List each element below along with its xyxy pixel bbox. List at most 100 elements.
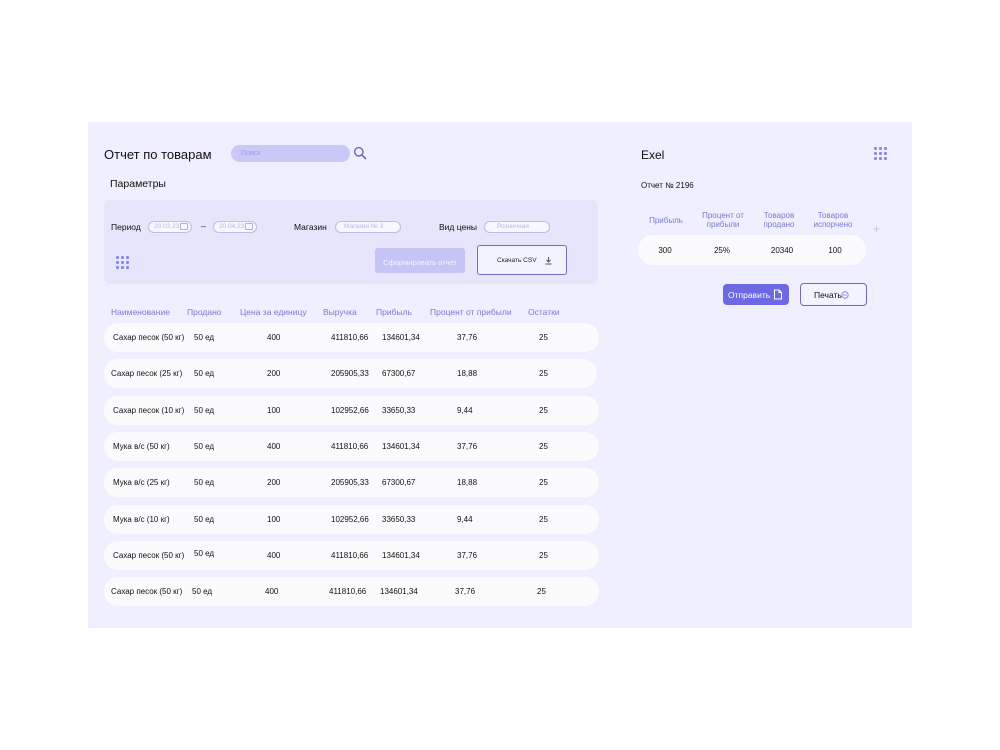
page-title: Отчет по товарам [104, 147, 212, 162]
cell-name: Сахар песок (25 кг) [111, 369, 183, 378]
cell-stock: 25 [539, 551, 548, 560]
date-to-value: 20.04.23 [219, 223, 245, 230]
cell-profit: 67300,67 [382, 369, 416, 378]
price-type-label: Вид цены [439, 222, 478, 232]
cell-revenue: 205905,33 [331, 369, 369, 378]
table-row[interactable]: Сахар песок (50 кг) 50 ед 400 411810,66 … [104, 541, 599, 570]
cell-revenue: 411810,66 [331, 442, 369, 451]
calendar-icon [180, 223, 188, 230]
download-csv-button[interactable]: Скачать CSV [477, 245, 567, 275]
print-icon [841, 291, 849, 299]
cell-profit-percent: 37,76 [457, 551, 478, 560]
cell-revenue: 411810,66 [329, 587, 367, 596]
send-button[interactable]: Отправить [723, 284, 789, 305]
summary-spoiled: 100 [828, 246, 842, 255]
cell-profit: 67300,67 [382, 478, 416, 487]
summary-profit-percent: 25% [713, 246, 730, 255]
export-title: Exel [641, 148, 665, 162]
table-row[interactable]: Мука в/с (10 кг) 50 ед 100 102952,66 336… [104, 505, 599, 534]
search-icon[interactable] [353, 146, 367, 160]
document-icon [773, 289, 783, 300]
cell-profit-percent: 9,44 [457, 406, 473, 415]
cell-profit-percent: 37,76 [457, 333, 478, 342]
print-label: Печать [814, 290, 842, 300]
apps-grid-icon[interactable] [116, 256, 129, 269]
cell-unit-price: 400 [267, 333, 281, 342]
cell-revenue: 411810,66 [331, 333, 369, 342]
cell-profit-percent: 9,44 [457, 515, 473, 524]
cell-unit-price: 200 [267, 369, 281, 378]
send-label: Отправить [728, 290, 771, 300]
cell-name: Сахар песок (50 кг) [113, 551, 185, 560]
table-row[interactable]: Мука в/с (25 кг) 50 ед 200 205905,33 673… [104, 468, 599, 497]
generate-report-button[interactable]: Сформировать отчет [375, 248, 465, 273]
store-label: Магазин [294, 222, 327, 232]
store-select[interactable]: Магазин № 3 [335, 221, 401, 233]
cell-profit-percent: 18,88 [457, 478, 478, 487]
cell-revenue: 411810,66 [331, 551, 369, 560]
params-title: Параметры [110, 178, 166, 190]
report-app: Отчет по товарам Параметры Период 20.03.… [88, 122, 912, 628]
col-header-sold: Продано [187, 307, 222, 317]
cell-revenue: 102952,66 [331, 406, 369, 415]
cell-sold: 50 ед [194, 478, 215, 487]
col-header-stock: Остатки [528, 307, 560, 317]
price-type-select[interactable]: Розничная [484, 221, 550, 233]
cell-stock: 25 [539, 333, 548, 342]
cell-profit-percent: 37,76 [457, 442, 478, 451]
cell-unit-price: 100 [267, 515, 281, 524]
date-from-field[interactable]: 20.03.23 [148, 221, 192, 233]
date-from-value: 20.03.23 [154, 223, 180, 230]
download-csv-label: Скачать CSV [497, 257, 537, 264]
cell-sold: 50 ед [194, 515, 215, 524]
cell-name: Мука в/с (10 кг) [113, 515, 170, 524]
cell-name: Сахар песок (50 кг) [111, 587, 183, 596]
cell-sold: 50 ед [194, 442, 215, 451]
table-row[interactable]: Сахар песок (25 кг) 50 ед 200 205905,33 … [104, 359, 597, 388]
table-row[interactable]: Сахар песок (10 кг) 50 ед 100 102952,66 … [104, 396, 599, 425]
cell-revenue: 205905,33 [331, 478, 369, 487]
add-column-button[interactable]: + [873, 222, 881, 236]
cell-unit-price: 400 [267, 442, 281, 451]
summary-header-profit-percent: Процент от прибыли [702, 211, 744, 229]
summary-header-spoiled: Товаров испорчено [813, 211, 853, 229]
cell-sold: 50 ед [192, 587, 213, 596]
cell-stock: 25 [539, 369, 548, 378]
cell-revenue: 102952,66 [331, 515, 369, 524]
period-label: Период [111, 222, 141, 232]
apps-grid-icon[interactable] [874, 147, 887, 160]
print-button[interactable]: Печать [800, 283, 867, 306]
search-input[interactable] [231, 145, 350, 162]
col-header-revenue: Выручка [323, 307, 357, 317]
cell-unit-price: 400 [265, 587, 279, 596]
cell-unit-price: 400 [267, 551, 281, 560]
cell-name: Мука в/с (25 кг) [113, 478, 170, 487]
cell-sold: 50 ед [194, 549, 215, 558]
cell-profit: 33650,33 [382, 515, 416, 524]
cell-sold: 50 ед [194, 369, 215, 378]
params-panel: Период 20.03.23 – 20.04.23 Магазин Магаз… [104, 200, 598, 284]
cell-stock: 25 [537, 587, 546, 596]
calendar-icon [245, 223, 253, 230]
table-row[interactable]: Мука в/с (50 кг) 50 ед 400 411810,66 134… [104, 432, 599, 461]
cell-name: Мука в/с (50 кг) [113, 442, 170, 451]
col-header-profit-percent: Процент от прибыли [430, 307, 512, 317]
period-separator: – [201, 221, 207, 231]
date-to-field[interactable]: 20.04.23 [213, 221, 257, 233]
cell-stock: 25 [539, 515, 548, 524]
cell-unit-price: 100 [267, 406, 281, 415]
cell-stock: 25 [539, 478, 548, 487]
cell-name: Сахар песок (50 кг) [113, 333, 185, 342]
cell-sold: 50 ед [194, 333, 215, 342]
summary-header-sold: Товаров продано [763, 211, 795, 229]
download-icon [544, 256, 553, 265]
cell-stock: 25 [539, 442, 548, 451]
table-row[interactable]: Сахар песок (50 кг) 50 ед 400 411810,66 … [104, 323, 599, 352]
table-row[interactable]: Сахар песок (50 кг) 50 ед 400 411810,66 … [104, 577, 599, 606]
report-number: Отчет № 2196 [641, 181, 694, 190]
cell-stock: 25 [539, 406, 548, 415]
cell-profit-percent: 18,88 [457, 369, 478, 378]
col-header-profit: Прибыль [376, 307, 412, 317]
summary-row: 300 25% 20340 100 [638, 235, 866, 265]
cell-profit: 134601,34 [380, 587, 418, 596]
